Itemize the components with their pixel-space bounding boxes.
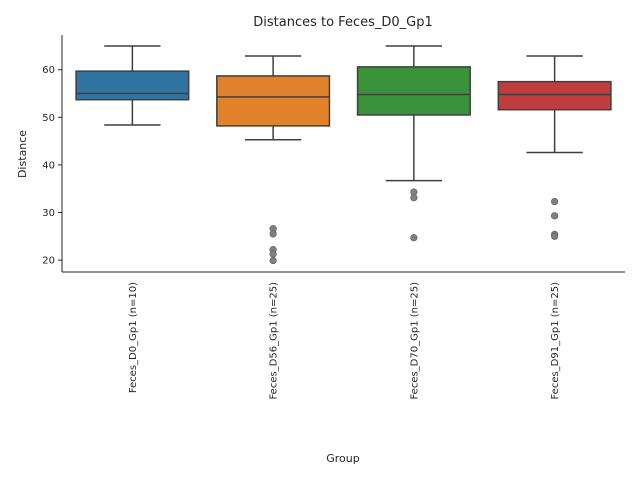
outlier-point bbox=[551, 212, 559, 220]
box-group bbox=[75, 45, 190, 126]
outlier-point bbox=[269, 230, 277, 238]
box bbox=[216, 75, 331, 127]
outlier-point bbox=[551, 232, 559, 240]
box bbox=[75, 70, 190, 101]
x-axis-ticks: Feces_D0_Gp1 (n=10) Feces_D56_Gp1 (n=25) F… bbox=[128, 282, 561, 400]
x-tick-label: Feces_D56_Gp1 (n=25) bbox=[269, 282, 280, 400]
outlier-point bbox=[551, 197, 559, 206]
outlier-point bbox=[269, 250, 277, 258]
outlier-point bbox=[410, 194, 418, 202]
box bbox=[356, 66, 471, 116]
x-tick-label: Feces_D0_Gp1 (n=10) bbox=[128, 282, 139, 393]
box-group bbox=[497, 55, 612, 240]
y-axis-label: Distance bbox=[16, 130, 29, 178]
y-tick-label: 40 bbox=[42, 160, 55, 171]
y-tick-label: 30 bbox=[42, 208, 55, 219]
x-axis-label: Group bbox=[326, 452, 360, 465]
x-tick-label: Feces_D91_Gp1 (n=25) bbox=[550, 282, 561, 400]
box bbox=[497, 80, 612, 111]
outlier-point bbox=[410, 234, 418, 242]
chart-title: Distances to Feces_D0_Gp1 bbox=[253, 15, 433, 30]
y-tick-label: 20 bbox=[42, 256, 55, 267]
x-tick-label: Feces_D70_Gp1 (n=25) bbox=[409, 282, 420, 400]
y-axis-ticks: 20 30 40 50 60 bbox=[42, 65, 62, 267]
outlier-point bbox=[269, 256, 277, 265]
box-group bbox=[356, 45, 471, 242]
y-tick-label: 50 bbox=[42, 113, 55, 124]
box-group bbox=[216, 55, 331, 265]
y-tick-label: 60 bbox=[42, 65, 55, 76]
plot-area bbox=[75, 45, 612, 265]
